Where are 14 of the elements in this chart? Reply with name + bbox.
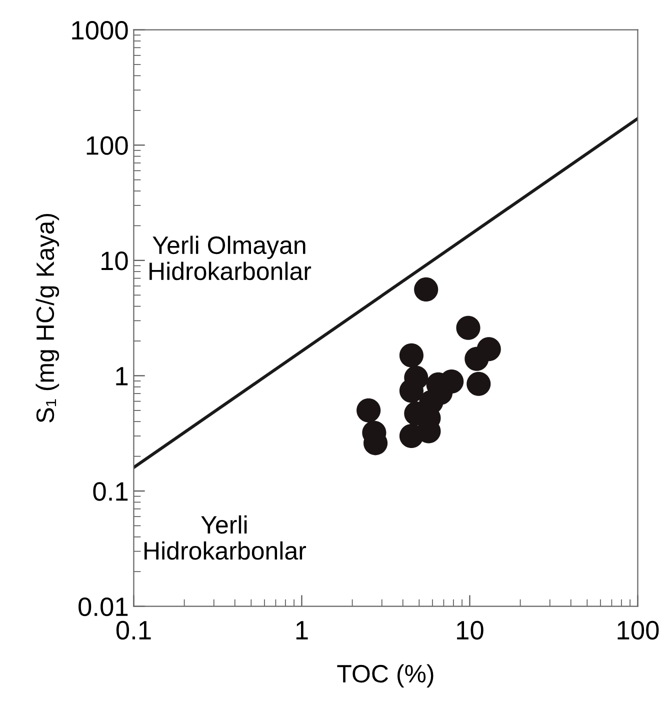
y-tick-label: 10 <box>102 252 128 270</box>
x-axis-title: TOC (%) <box>337 664 434 688</box>
y-axis-title: S₁ (mg HC/g Kaya) <box>36 214 60 423</box>
annotation: Yerli Olmayan Hidrokarbonlar <box>150 236 312 280</box>
y-tick-label: 0.1 <box>93 482 128 501</box>
annotation: Yerli Hidrokarbonlar <box>144 515 306 560</box>
x-tick-label: 100 <box>618 620 659 640</box>
y-tick-label: 0.01 <box>78 597 128 616</box>
x-tick-label: 0.1 <box>116 620 151 640</box>
y-tick-label: 1000 <box>72 20 128 40</box>
y-tick-label: 100 <box>86 136 128 155</box>
x-tick-label: 10 <box>457 620 484 640</box>
x-tick-label: 1 <box>296 621 308 640</box>
y-tick-label: 1 <box>116 367 128 386</box>
